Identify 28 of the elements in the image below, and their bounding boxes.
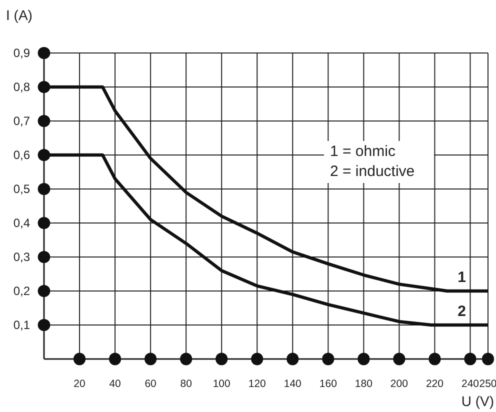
y-tick-label: 0,3 (13, 250, 30, 264)
y-tick-label: 0,6 (13, 148, 30, 162)
x-tick-label: 220 (426, 378, 444, 390)
series-label: 1 (458, 269, 466, 286)
x-tick-label: 60 (144, 378, 157, 390)
x-tick-label: 100 (212, 378, 231, 390)
y-tick-label: 0,1 (13, 318, 30, 332)
x-tick-label: 20 (74, 378, 86, 390)
annotation: 2 = inductive (330, 163, 415, 180)
series-label: 2 (458, 303, 466, 320)
x-tick-label: 80 (180, 378, 192, 390)
x-tick-label: 240 (461, 378, 480, 390)
y-tick-label: 0,4 (13, 216, 30, 230)
annotation: 1 = ohmic (330, 143, 396, 160)
x-tick-label: 200 (390, 378, 408, 390)
y-tick-label: 0,5 (13, 182, 30, 196)
y-axis-title: I (A) (6, 7, 32, 23)
y-tick-label: 0,7 (13, 114, 30, 128)
x-tick-label: 250 (479, 378, 496, 390)
y-tick-label: 0,8 (13, 80, 30, 94)
x-tick-label: 120 (248, 378, 266, 390)
x-tick-label: 40 (109, 378, 122, 390)
y-tick-label: 0,2 (13, 284, 30, 298)
x-axis-title: U (V) (461, 393, 494, 409)
y-tick-label: 0,9 (13, 46, 30, 60)
x-tick-label: 140 (284, 378, 302, 390)
x-tick-label: 180 (354, 378, 373, 390)
x-tick-label: 160 (319, 378, 338, 390)
